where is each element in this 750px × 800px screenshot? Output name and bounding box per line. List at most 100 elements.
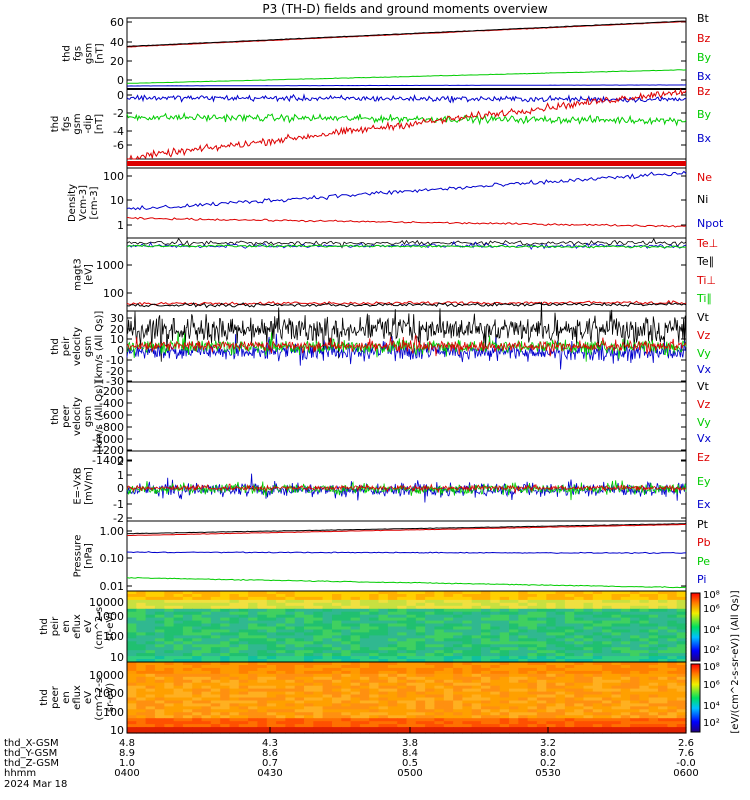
spectro-cell: [527, 608, 538, 613]
spectro-cell: [415, 614, 426, 619]
spectro-cell: [229, 682, 240, 687]
spectro-cell: [182, 718, 193, 722]
spectro-cell: [322, 685, 333, 690]
spectro-cell: [238, 605, 249, 610]
spectro-cell: [322, 679, 333, 684]
spectro-cell: [387, 620, 398, 625]
spectro-cell: [145, 703, 156, 707]
spectro-cell: [667, 650, 678, 654]
spectro-cell: [285, 608, 296, 613]
spectro-cell: [443, 608, 454, 613]
spectro-cell: [294, 712, 305, 716]
spectro-cell: [229, 656, 240, 660]
spectro-cell: [630, 679, 640, 684]
spectro-cell: [359, 602, 370, 607]
spectro-cell: [611, 617, 622, 622]
spectro-cell: [471, 644, 482, 648]
spectro-cell: [359, 647, 370, 651]
spectro-cell: [658, 653, 668, 657]
spectro-cell: [443, 647, 454, 651]
y-axis-label-line: eV: [83, 620, 94, 633]
spectro-cell: [536, 694, 547, 699]
spectro-cell: [434, 608, 445, 613]
spectro-cell: [574, 721, 585, 725]
spectro-cell: [210, 599, 221, 604]
spectro-cell: [620, 709, 631, 713]
spectro-cell: [136, 594, 147, 598]
spectro-cell: [210, 673, 221, 678]
spectro-cell: [332, 694, 342, 699]
spectro-cell: [145, 629, 156, 634]
spectro-cell: [453, 638, 463, 642]
spectro-cell: [630, 594, 640, 598]
spectro-cell: [443, 676, 454, 681]
spectro-cell: [322, 718, 333, 722]
spectro-cell: [648, 667, 659, 672]
spectro-cell: [564, 673, 575, 678]
spectro-cell: [630, 596, 640, 601]
spectro-cell: [145, 614, 156, 619]
spectro-cell: [471, 638, 482, 642]
spectro-cell: [248, 635, 258, 639]
spectro-cell: [378, 617, 389, 622]
spectro-cell: [602, 596, 612, 601]
spectro-cell: [415, 647, 426, 651]
spectro-cell: [332, 665, 342, 669]
spectro-cell: [257, 626, 268, 631]
spectro-cell: [136, 611, 147, 616]
spectro-cell: [341, 641, 352, 645]
spectro-cell: [425, 691, 435, 696]
spectro-cell: [620, 718, 631, 722]
spectro-cell: [285, 730, 296, 734]
spectro-cell: [462, 676, 473, 681]
spectro-cell: [658, 626, 668, 631]
spectro-cell: [220, 665, 231, 669]
spectro-cell: [248, 599, 258, 604]
spectro-cell: [481, 685, 491, 690]
spectro-cell: [285, 602, 296, 607]
spectro-cell: [359, 673, 370, 678]
spectro-cell: [220, 602, 231, 607]
spectro-cell: [294, 709, 305, 713]
spectro-cell: [592, 641, 603, 645]
spectro-cell: [154, 697, 165, 702]
spectro-cell: [332, 629, 342, 634]
spectro-cell: [453, 608, 463, 613]
spectro-cell: [173, 596, 184, 601]
spectro-cell: [667, 611, 678, 616]
spectro-cell: [154, 602, 165, 607]
spectro-cell: [630, 682, 640, 687]
spectro-cell: [453, 685, 463, 690]
spectro-cell: [490, 718, 501, 722]
spectro-cell: [406, 599, 417, 604]
spectro-cell: [173, 644, 184, 648]
spectro-cell: [518, 730, 529, 734]
spectro-cell: [173, 608, 184, 613]
spectro-cell: [481, 591, 491, 595]
spectro-cell: [313, 599, 324, 604]
spectro-cell: [443, 665, 454, 669]
spectro-cell: [620, 706, 631, 710]
spectro-cell: [387, 659, 398, 663]
spectro-cell: [266, 703, 277, 707]
spectro-cell: [173, 591, 184, 595]
spectro-cell: [322, 614, 333, 619]
spectro-cell: [266, 617, 277, 622]
spectro-cell: [434, 653, 445, 657]
spectro-cell: [583, 688, 594, 693]
spectro-cell: [434, 697, 445, 702]
spectro-cell: [434, 656, 445, 660]
spectro-cell: [369, 724, 380, 728]
flag-bar: [127, 161, 686, 166]
spectro-cell: [313, 602, 324, 607]
spectro-cell: [210, 647, 221, 651]
spectro-cell: [229, 591, 240, 595]
spectro-cell: [658, 673, 668, 678]
spectro-cell: [602, 706, 612, 710]
spectro-cell: [620, 632, 631, 636]
spectro-cell: [229, 679, 240, 684]
spectro-cell: [611, 703, 622, 707]
spectro-cell: [481, 617, 491, 622]
spectro-cell: [546, 623, 557, 628]
spectro-cell: [648, 608, 659, 613]
